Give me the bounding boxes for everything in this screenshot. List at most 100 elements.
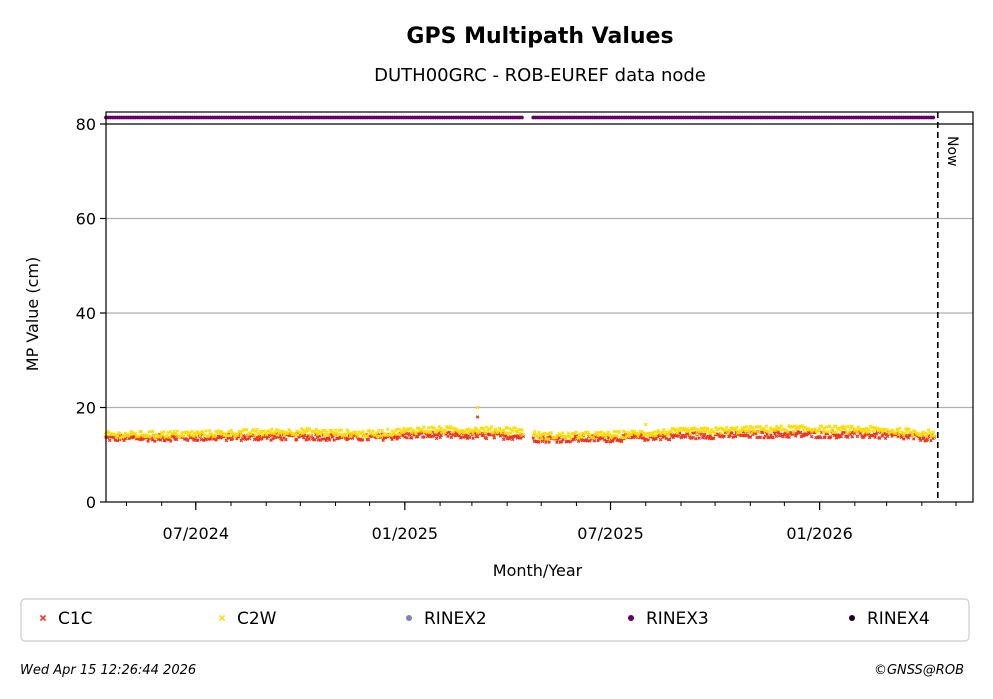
data-point — [786, 430, 790, 434]
data-point — [931, 430, 936, 434]
data-point — [422, 435, 426, 439]
data-point — [667, 437, 672, 442]
data-point — [809, 434, 814, 439]
data-point — [762, 426, 766, 431]
data-point — [656, 428, 660, 433]
data-point — [255, 435, 259, 440]
data-point — [790, 425, 795, 429]
data-point — [694, 437, 698, 441]
legend-marker — [406, 615, 412, 621]
data-point — [824, 425, 829, 429]
data-point — [455, 433, 459, 438]
data-point — [405, 436, 409, 440]
now-label: Now — [944, 136, 960, 167]
legend-label: RINEX3 — [646, 609, 709, 629]
data-point — [790, 432, 794, 437]
data-point — [513, 426, 518, 430]
data-point — [201, 430, 205, 434]
data-point — [863, 429, 867, 434]
data-point — [855, 429, 860, 434]
data-point — [898, 426, 902, 431]
band-point — [519, 115, 524, 120]
data-point — [733, 428, 738, 432]
data-point — [773, 428, 777, 433]
data-point — [738, 430, 742, 435]
data-point — [355, 432, 359, 437]
data-point — [294, 437, 299, 442]
data-point — [576, 439, 581, 444]
data-point — [185, 430, 189, 434]
data-point — [115, 438, 120, 443]
x-tick-label: 01/2026 — [786, 524, 852, 543]
data-point — [389, 433, 394, 438]
data-point — [422, 425, 426, 429]
data-point — [592, 439, 597, 443]
data-point — [821, 430, 825, 435]
data-point — [213, 434, 218, 438]
data-point — [354, 430, 358, 434]
data-point — [259, 430, 264, 434]
data-point — [231, 431, 235, 436]
data-point — [537, 430, 541, 435]
data-point — [516, 434, 521, 438]
data-point — [239, 433, 244, 437]
data-point — [253, 433, 257, 437]
data-point — [361, 429, 365, 434]
data-point — [410, 436, 414, 440]
data-point — [284, 437, 288, 442]
data-point — [322, 433, 327, 437]
data-point — [172, 429, 176, 434]
data-point — [202, 433, 207, 437]
data-point — [714, 425, 718, 430]
data-point — [672, 427, 676, 431]
data-point — [871, 429, 875, 433]
data-point — [722, 434, 726, 438]
y-tick-label: 60 — [76, 210, 96, 229]
data-point — [320, 430, 324, 435]
data-point — [850, 435, 855, 439]
data-point — [885, 434, 890, 439]
data-point — [308, 433, 313, 437]
band-point — [931, 115, 936, 120]
data-point — [646, 438, 650, 442]
data-point — [432, 426, 436, 430]
data-point — [791, 430, 796, 434]
outlier-point — [643, 422, 648, 427]
data-points — [104, 405, 937, 445]
data-point — [416, 426, 421, 430]
data-point — [198, 433, 202, 438]
data-point — [864, 426, 868, 431]
data-point — [676, 428, 681, 433]
data-point — [484, 425, 489, 429]
data-point — [840, 424, 845, 429]
data-point — [256, 438, 260, 442]
data-point — [662, 427, 666, 432]
data-point — [894, 431, 898, 436]
data-point — [857, 426, 862, 431]
data-point — [133, 431, 138, 436]
data-point — [151, 429, 155, 433]
data-point — [559, 440, 564, 444]
data-point — [162, 429, 166, 434]
data-point — [702, 432, 707, 437]
data-point — [324, 430, 329, 435]
data-point — [404, 431, 408, 436]
legend-box — [20, 598, 970, 642]
data-point — [457, 433, 462, 438]
legend-item-c2w: C2W — [218, 609, 277, 629]
data-point — [845, 430, 849, 435]
data-point — [679, 436, 683, 440]
data-point — [896, 434, 900, 439]
data-point — [501, 437, 506, 442]
data-point — [903, 427, 908, 431]
data-point — [398, 432, 402, 437]
data-point — [505, 426, 509, 430]
data-point — [554, 435, 558, 440]
data-point — [560, 431, 565, 435]
data-point — [429, 429, 433, 434]
data-point — [481, 426, 486, 431]
data-point — [691, 435, 695, 440]
data-point — [617, 429, 622, 434]
data-point — [189, 433, 193, 438]
data-point — [793, 427, 798, 431]
